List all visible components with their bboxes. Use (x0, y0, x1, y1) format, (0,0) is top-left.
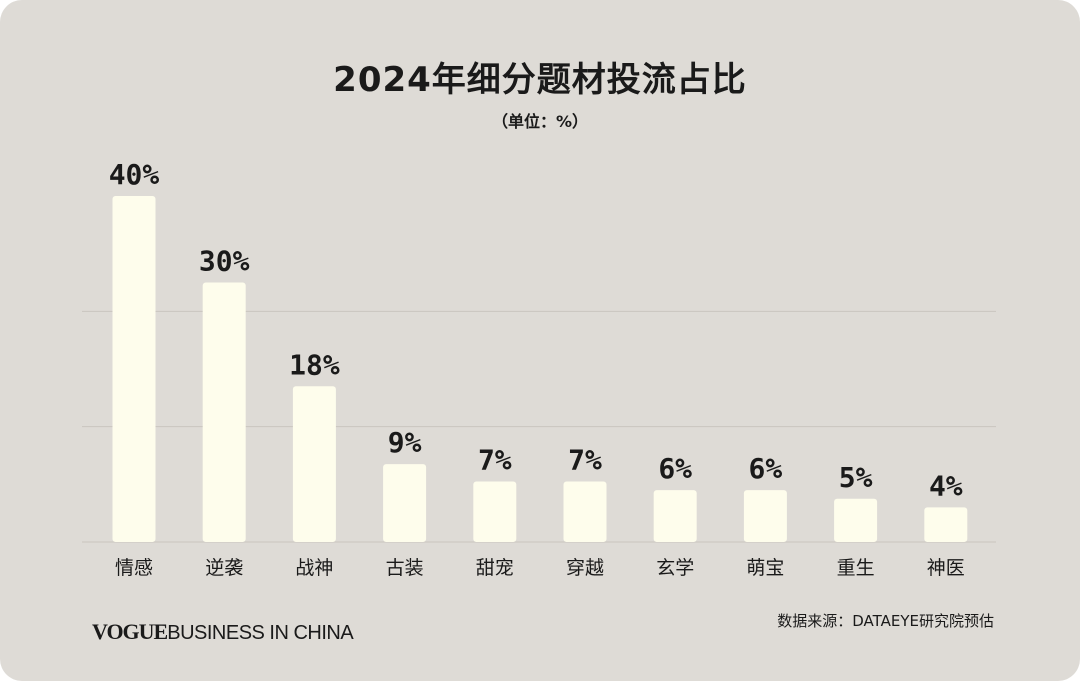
bar-value-label: 18% (289, 348, 340, 381)
bar-10 (924, 507, 968, 542)
bar-2 (202, 282, 246, 542)
brand-logo: VOGUEBUSINESS IN CHINA (92, 619, 354, 645)
category-label: 穿越 (566, 557, 604, 579)
brand-vogue: VOGUE (92, 619, 168, 644)
category-label: 玄学 (656, 557, 694, 579)
bar-1 (112, 196, 156, 542)
category-label: 萌宝 (746, 557, 784, 579)
bar-value-label: 40% (109, 158, 160, 191)
bar-9 (834, 498, 878, 542)
category-label: 古装 (386, 557, 424, 579)
category-label: 逆袭 (205, 557, 243, 579)
bar-value-label: 6% (658, 452, 692, 485)
bar-4 (383, 464, 427, 542)
category-label: 战神 (295, 557, 333, 579)
bar-value-label: 6% (749, 452, 783, 485)
bar-8 (743, 490, 787, 542)
bar-value-label: 7% (568, 443, 602, 476)
bar-5 (473, 481, 517, 542)
brand-business-in-china: BUSINESS IN CHINA (167, 622, 354, 644)
bar-6 (563, 481, 607, 542)
category-label: 情感 (115, 557, 153, 579)
data-source: 数据来源：DATAEYE研究院预估 (777, 612, 994, 630)
bar-7 (653, 490, 697, 542)
chart-unit-subtitle: （单位：%） (491, 112, 589, 131)
bar-value-label: 4% (929, 469, 963, 502)
chart-title: 2024年细分题材投流占比 (333, 60, 747, 100)
bar-value-label: 7% (478, 443, 512, 476)
category-label: 神医 (927, 557, 965, 579)
bar-value-label: 5% (839, 461, 873, 494)
category-label: 甜宠 (476, 557, 514, 579)
bar-3 (292, 386, 336, 542)
bar-value-label: 30% (199, 245, 250, 278)
bar-value-label: 9% (388, 426, 422, 459)
category-label: 重生 (837, 557, 875, 579)
